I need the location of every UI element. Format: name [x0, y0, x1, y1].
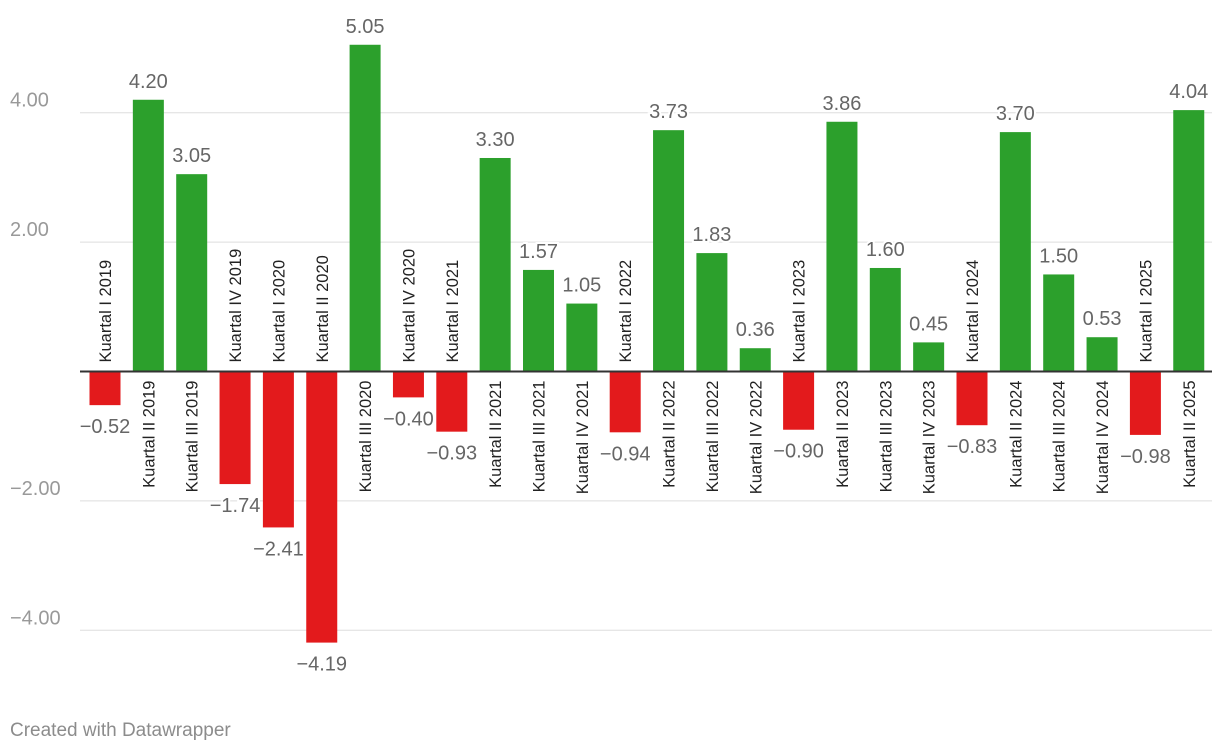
category-label: Kuartal I 2021: [444, 260, 462, 363]
bar-value-label: −0.83: [947, 436, 998, 458]
bar: [826, 121, 858, 372]
bar: [479, 157, 511, 372]
bar-value-label: 1.60: [866, 239, 905, 261]
category-label: Kuartal II 2019: [140, 381, 158, 488]
bar-value-label: −1.74: [210, 495, 261, 517]
category-label: Kuartal I 2023: [791, 260, 809, 363]
bar: [999, 132, 1031, 372]
category-label: Kuartal I 2025: [1137, 260, 1155, 363]
bar: [913, 342, 945, 372]
bar-value-label: −0.52: [80, 416, 131, 438]
datawrapper-credit: Created with Datawrapper: [10, 720, 231, 741]
category-label: Kuartal III 2021: [531, 381, 549, 493]
y-tick-label: 4.00: [10, 90, 49, 112]
category-label: Kuartal IV 2021: [574, 381, 592, 495]
bar-value-label: 1.05: [562, 275, 601, 297]
category-label: Kuartal II 2021: [487, 381, 505, 488]
bar-value-label: 0.45: [909, 313, 948, 335]
y-tick-label: 2.00: [10, 219, 49, 241]
bar-value-label: −0.93: [426, 443, 477, 465]
bar: [739, 348, 771, 372]
category-label: Kuartal II 2023: [834, 381, 852, 488]
bar-value-label: 3.30: [476, 129, 515, 151]
bar: [869, 267, 901, 372]
category-label: Kuartal II 2025: [1181, 381, 1199, 488]
bar-value-label: 1.57: [519, 241, 558, 263]
category-label: Kuartal IV 2020: [400, 249, 418, 363]
category-label: Kuartal III 2023: [877, 381, 895, 493]
bar-value-label: 5.05: [346, 16, 385, 38]
bar: [696, 253, 728, 372]
bar: [523, 269, 554, 372]
category-label: Kuartal III 2024: [1051, 381, 1069, 493]
category-label: Kuartal III 2019: [184, 381, 202, 493]
bar-value-label: −4.19: [296, 654, 347, 676]
bar: [262, 371, 294, 528]
bar-value-label: 3.70: [996, 103, 1035, 125]
bar-value-label: −0.98: [1120, 446, 1171, 468]
bar: [176, 174, 208, 372]
bar: [219, 371, 251, 485]
bar: [436, 371, 468, 432]
category-label: Kuartal II 2022: [661, 381, 679, 488]
bar: [783, 371, 815, 430]
category-label: Kuartal II 2020: [314, 255, 332, 362]
bar-value-label: −0.94: [600, 443, 651, 465]
bar: [306, 371, 338, 643]
bar-value-label: −0.90: [773, 441, 824, 463]
y-tick-label: −4.00: [10, 607, 61, 629]
bar-value-label: 4.04: [1169, 81, 1208, 103]
category-label: Kuartal I 2024: [964, 260, 982, 363]
bar-value-label: 3.05: [172, 145, 211, 167]
category-label: Kuartal IV 2019: [227, 249, 245, 363]
bar: [956, 371, 988, 426]
category-label: Kuartal III 2020: [357, 381, 375, 493]
bar: [349, 44, 381, 372]
category-label: Kuartal IV 2024: [1094, 381, 1112, 495]
bar: [1129, 371, 1161, 435]
bar: [132, 99, 164, 372]
bar: [392, 371, 424, 398]
category-label: Kuartal IV 2022: [747, 381, 765, 495]
bar: [653, 130, 685, 372]
bar: [609, 371, 641, 433]
bar: [1173, 110, 1205, 372]
bar: [1086, 337, 1118, 372]
bar-value-label: −2.41: [253, 538, 304, 560]
bar-value-label: 3.86: [822, 93, 861, 115]
category-label: Kuartal I 2019: [97, 260, 115, 363]
bar: [89, 371, 121, 406]
bar-value-label: 0.36: [736, 319, 775, 341]
bar-value-label: 1.50: [1039, 245, 1078, 267]
category-label: Kuartal III 2022: [704, 381, 722, 493]
bar-value-label: 1.83: [692, 224, 731, 246]
bar: [566, 303, 598, 372]
bar: [1043, 274, 1075, 372]
category-label: Kuartal II 2024: [1007, 381, 1025, 488]
y-tick-label: −2.00: [10, 478, 61, 500]
bar-value-label: 3.73: [649, 101, 688, 123]
category-label: Kuartal IV 2023: [921, 381, 939, 495]
bar-value-label: −0.40: [383, 408, 434, 430]
category-label: Kuartal I 2022: [617, 260, 635, 363]
bar-value-label: 4.20: [129, 71, 168, 93]
bar-value-label: 0.53: [1083, 308, 1122, 330]
category-label: Kuartal I 2020: [270, 260, 288, 363]
